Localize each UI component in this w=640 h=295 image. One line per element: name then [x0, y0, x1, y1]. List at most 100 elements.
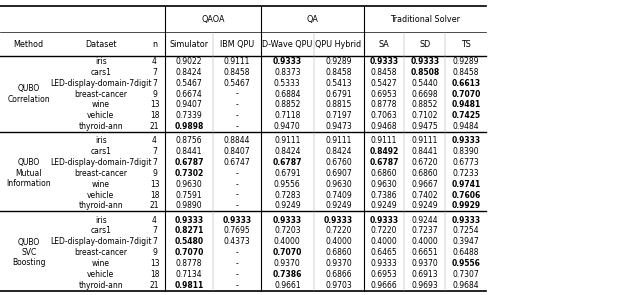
Text: 9: 9	[152, 248, 157, 257]
Text: 0.6791: 0.6791	[274, 169, 301, 178]
Text: 7: 7	[152, 237, 157, 246]
Text: 0.7203: 0.7203	[274, 226, 301, 235]
Text: 0.7070: 0.7070	[273, 248, 302, 257]
Text: QAOA: QAOA	[202, 15, 225, 24]
Text: 0.7233: 0.7233	[452, 169, 479, 178]
Text: -: -	[236, 259, 239, 268]
Text: thyroid-ann: thyroid-ann	[79, 281, 123, 290]
Text: 0.9370: 0.9370	[274, 259, 301, 268]
Text: 0.9333: 0.9333	[175, 216, 204, 224]
Text: 0.6860: 0.6860	[412, 169, 438, 178]
Text: 0.7220: 0.7220	[371, 226, 397, 235]
Text: 0.9898: 0.9898	[175, 122, 204, 131]
Text: 0.9333: 0.9333	[371, 259, 397, 268]
Text: 0.9481: 0.9481	[451, 100, 481, 109]
Text: 0.5413: 0.5413	[325, 79, 352, 88]
Text: 0.6787: 0.6787	[273, 158, 302, 167]
Text: 0.9333: 0.9333	[273, 57, 302, 66]
Text: QPU Hybrid: QPU Hybrid	[316, 40, 362, 49]
Text: 18: 18	[150, 191, 159, 199]
Text: wine: wine	[92, 259, 110, 268]
Text: 4: 4	[152, 136, 157, 145]
Text: 0.9333: 0.9333	[369, 57, 399, 66]
Text: LED-display-domain-7digit: LED-display-domain-7digit	[50, 158, 152, 167]
Text: 0.7237: 0.7237	[412, 226, 438, 235]
Text: 0.9890: 0.9890	[176, 201, 202, 210]
Text: QUBO
Mutual
Information: QUBO Mutual Information	[6, 158, 51, 188]
Text: 21: 21	[150, 122, 159, 131]
Text: 0.7197: 0.7197	[325, 111, 352, 120]
Text: vehicle: vehicle	[87, 270, 115, 279]
Text: 0.9333: 0.9333	[324, 216, 353, 224]
Text: 0.9473: 0.9473	[325, 122, 352, 131]
Text: 0.8508: 0.8508	[410, 68, 440, 77]
Text: 0.7102: 0.7102	[412, 111, 438, 120]
Text: 0.9333: 0.9333	[369, 216, 399, 224]
Text: 0.7386: 0.7386	[273, 270, 302, 279]
Text: 0.4000: 0.4000	[325, 237, 352, 246]
Text: 0.8458: 0.8458	[371, 68, 397, 77]
Text: 0.6913: 0.6913	[412, 270, 438, 279]
Text: 0.6866: 0.6866	[325, 270, 352, 279]
Text: 0.8373: 0.8373	[274, 68, 301, 77]
Text: breast-cancer: breast-cancer	[74, 169, 127, 178]
Text: 0.6773: 0.6773	[452, 158, 479, 167]
Text: iris: iris	[95, 216, 107, 224]
Text: 0.8852: 0.8852	[274, 100, 301, 109]
Text: breast-cancer: breast-cancer	[74, 90, 127, 99]
Text: -: -	[236, 281, 239, 290]
Text: 0.8756: 0.8756	[176, 136, 202, 145]
Text: 0.7695: 0.7695	[224, 226, 250, 235]
Text: 0.9693: 0.9693	[412, 281, 438, 290]
Text: LED-display-domain-7digit: LED-display-domain-7digit	[50, 79, 152, 88]
Text: 0.6651: 0.6651	[412, 248, 438, 257]
Text: Method: Method	[13, 40, 44, 49]
Text: 0.3947: 0.3947	[452, 237, 479, 246]
Text: 0.7591: 0.7591	[176, 191, 202, 199]
Text: QUBO
Correlation: QUBO Correlation	[8, 84, 50, 104]
Text: 21: 21	[150, 281, 159, 290]
Text: 7: 7	[152, 68, 157, 77]
Text: Traditional Solver: Traditional Solver	[390, 15, 460, 24]
Text: breast-cancer: breast-cancer	[74, 248, 127, 257]
Text: 0.9666: 0.9666	[371, 281, 397, 290]
Text: 9: 9	[152, 169, 157, 178]
Text: 0.9111: 0.9111	[412, 136, 438, 145]
Text: 0.9249: 0.9249	[325, 201, 352, 210]
Text: 0.9111: 0.9111	[274, 136, 301, 145]
Text: 0.8441: 0.8441	[412, 147, 438, 156]
Text: 0.9556: 0.9556	[451, 259, 481, 268]
Text: 0.8407: 0.8407	[224, 147, 250, 156]
Text: SA: SA	[379, 40, 389, 49]
Text: 0.9630: 0.9630	[371, 180, 397, 189]
Text: 0.9022: 0.9022	[176, 57, 202, 66]
Text: IBM QPU: IBM QPU	[220, 40, 254, 49]
Text: 0.5427: 0.5427	[371, 79, 397, 88]
Text: 0.8424: 0.8424	[274, 147, 301, 156]
Text: 0.6720: 0.6720	[412, 158, 438, 167]
Text: 0.8458: 0.8458	[224, 68, 250, 77]
Text: 0.9475: 0.9475	[412, 122, 438, 131]
Text: 13: 13	[150, 180, 159, 189]
Text: cars1: cars1	[90, 147, 111, 156]
Text: cars1: cars1	[90, 68, 111, 77]
Text: -: -	[236, 248, 239, 257]
Text: 0.6787: 0.6787	[369, 158, 399, 167]
Text: QUBO
SVC
Boosting: QUBO SVC Boosting	[12, 238, 45, 268]
Text: 0.5480: 0.5480	[175, 237, 204, 246]
Text: vehicle: vehicle	[87, 111, 115, 120]
Text: SD: SD	[419, 40, 431, 49]
Text: wine: wine	[92, 180, 110, 189]
Text: 0.9249: 0.9249	[412, 201, 438, 210]
Text: -: -	[236, 180, 239, 189]
Text: 0.8852: 0.8852	[412, 100, 438, 109]
Text: 0.6760: 0.6760	[325, 158, 352, 167]
Text: 0.7283: 0.7283	[274, 191, 301, 199]
Text: 0.7425: 0.7425	[451, 111, 481, 120]
Text: Dataset: Dataset	[85, 40, 116, 49]
Text: 0.8844: 0.8844	[224, 136, 250, 145]
Text: 0.6860: 0.6860	[371, 169, 397, 178]
Text: 4: 4	[152, 216, 157, 224]
Text: 0.9470: 0.9470	[274, 122, 301, 131]
Text: 0.9333: 0.9333	[410, 57, 440, 66]
